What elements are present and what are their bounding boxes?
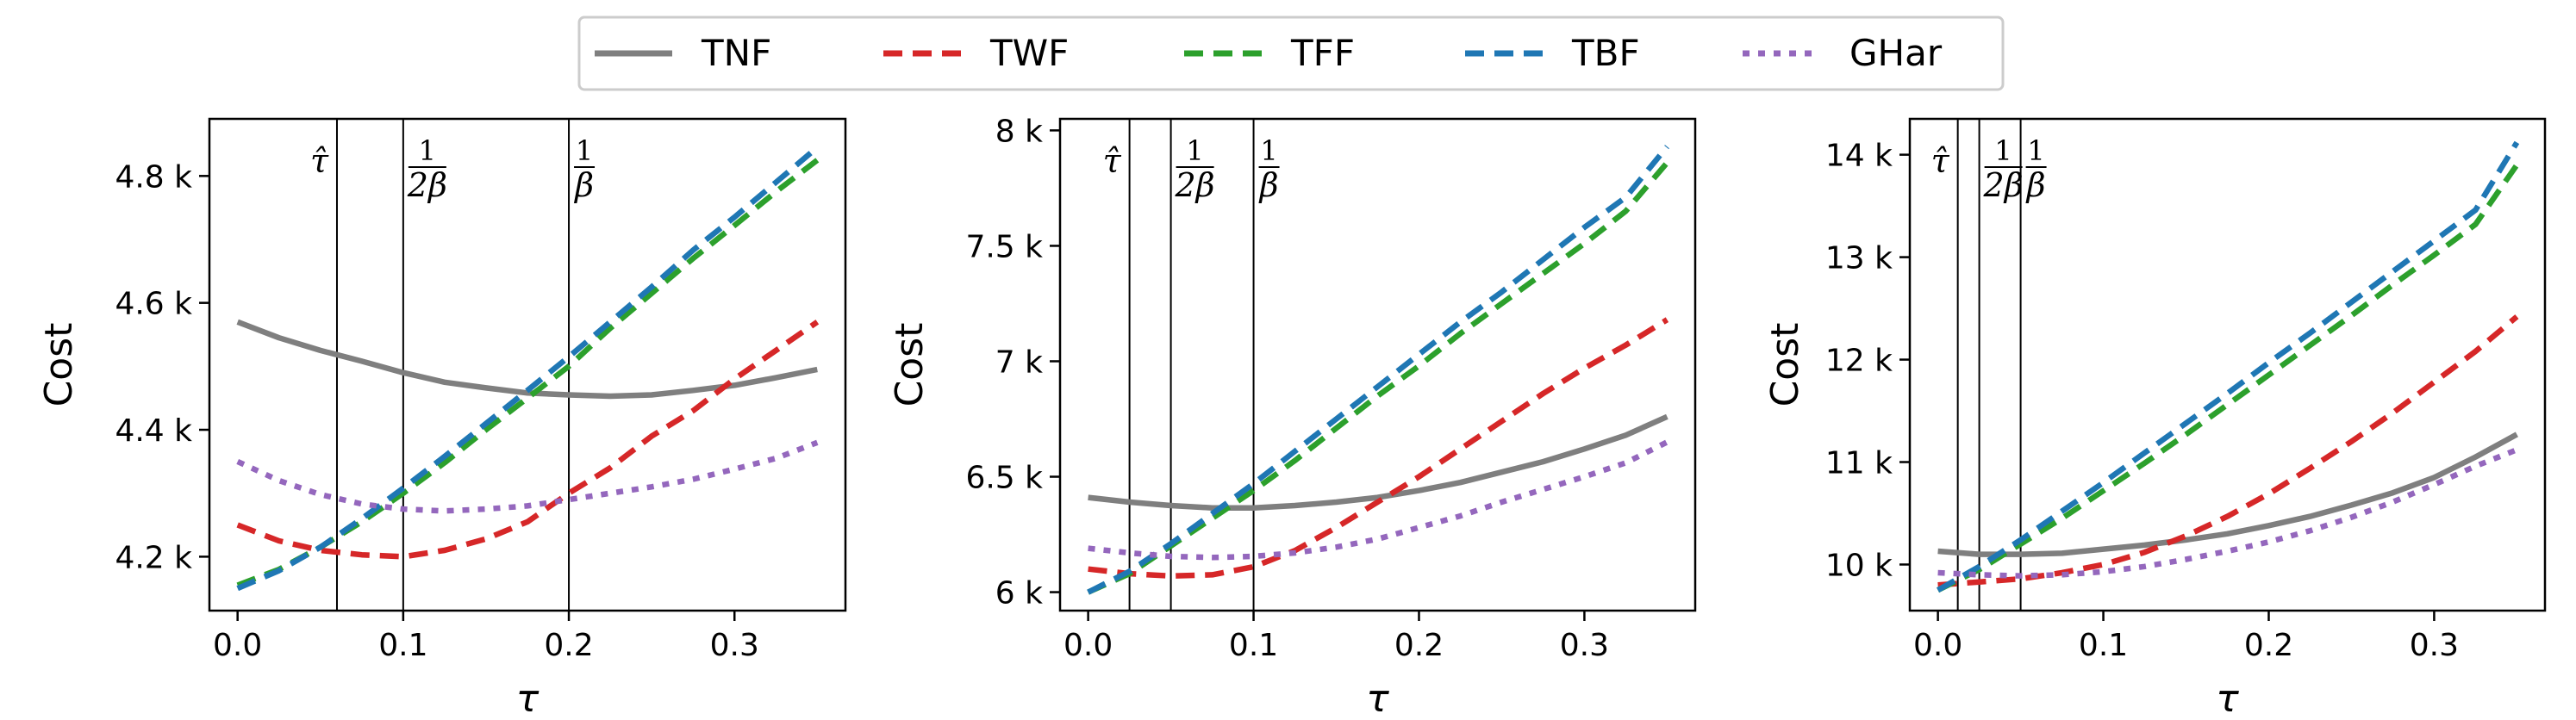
y-tick-label: 4.2 k [115,540,192,575]
y-axis-title: Cost [1763,323,1807,407]
marker-numerator: 1 [419,134,436,167]
plot-frame [1058,117,1697,612]
x-tick-label: 0.0 [1063,628,1113,663]
marker-label-frac-2: 12β [1175,134,1215,204]
series-group [1936,140,2520,593]
marker-label-frac-3: 1β [573,134,596,204]
marker-label-frac-2: 12β [407,134,447,204]
series-line-twf [1088,317,1669,580]
x-axis-title: τ [2216,677,2239,720]
x-tick-label: 0.2 [544,628,593,663]
series-line-twf [236,320,820,560]
marker-label-tau-hat: τ̂ [310,142,329,180]
y-tick-label: 6 k [995,576,1043,611]
series-line-ghar [1937,447,2518,579]
marker-numerator: 1 [1260,134,1277,167]
series-line-tff [1937,163,2520,593]
x-tick-label: 0.0 [213,628,262,663]
marker-denominator: 2β [1175,166,1215,204]
x-tick-label: 0.3 [710,628,759,663]
marker-numerator: 1 [1186,134,1203,167]
x-tick-label: 0.2 [1394,628,1444,663]
y-tick-label: 13 k [1825,241,1893,276]
series-line-tnf [1937,431,2518,557]
marker-numerator: 1 [576,134,593,167]
marker-denominator: β [573,166,594,204]
series-line-tbf [1087,145,1669,595]
marker-label-frac-3: 1β [1258,134,1280,204]
marker-label-tau-hat: τ̂ [1931,142,1950,180]
y-tick-label: 7.5 k [965,229,1043,264]
plot-frame [1908,117,2547,612]
y-tick-label: 4.6 k [115,287,192,322]
legend: TNF TWF TFF TBF GHar [577,16,2005,91]
x-tick-label: 0.0 [1913,628,1962,663]
series-group [1087,145,1669,595]
marker-denominator: 2β [1983,166,2024,204]
legend-label-tnf: TNF [701,32,771,74]
marker-denominator: β [1258,166,1279,204]
legend-frame [577,16,2005,91]
x-tick-label: 0.3 [1560,628,1609,663]
x-tick-label: 0.3 [2410,628,2459,663]
legend-label-tff: TFF [1290,32,1355,74]
y-tick-label: 6.5 k [965,461,1043,496]
plot-frame [208,117,847,612]
series-line-ghar [1088,439,1668,561]
marker-label-frac-2: 12β [1983,134,2024,204]
series-line-tbf [236,145,820,592]
x-axis-title: τ [516,677,540,720]
y-axis-title: Cost [888,323,932,407]
y-tick-label: 7 k [995,344,1043,380]
series-line-tbf [1936,140,2520,593]
y-axis-title: Cost [37,323,81,407]
series-line-tnf [1088,413,1668,511]
y-tick-label: 4.4 k [115,413,192,449]
x-tick-label: 0.1 [1229,628,1278,663]
marker-denominator: β [2025,166,2046,204]
marker-numerator: 1 [2027,134,2044,167]
marker-denominator: 2β [407,166,447,204]
marker-numerator: 1 [1994,134,2012,167]
x-tick-label: 0.1 [378,628,427,663]
series-line-ghar [236,439,819,514]
y-tick-label: 8 k [995,114,1043,149]
series-line-tff [1087,160,1669,595]
x-axis-title: τ [1366,677,1389,720]
legend-label-twf: TWF [989,32,1069,74]
series-line-tff [236,158,820,588]
y-tick-label: 10 k [1825,548,1893,583]
y-tick-label: 14 k [1825,139,1893,174]
marker-label-frac-3: 1β [2025,134,2047,204]
x-tick-label: 0.1 [2079,628,2128,663]
x-tick-label: 0.2 [2244,628,2293,663]
legend-label-tbf: TBF [1571,32,1640,74]
series-group [236,145,820,592]
legend-label-ghar: GHar [1849,32,1943,74]
y-tick-label: 4.8 k [115,159,192,195]
y-tick-label: 11 k [1825,446,1893,481]
y-tick-label: 12 k [1825,344,1893,379]
marker-label-tau-hat: τ̂ [1103,142,1122,180]
